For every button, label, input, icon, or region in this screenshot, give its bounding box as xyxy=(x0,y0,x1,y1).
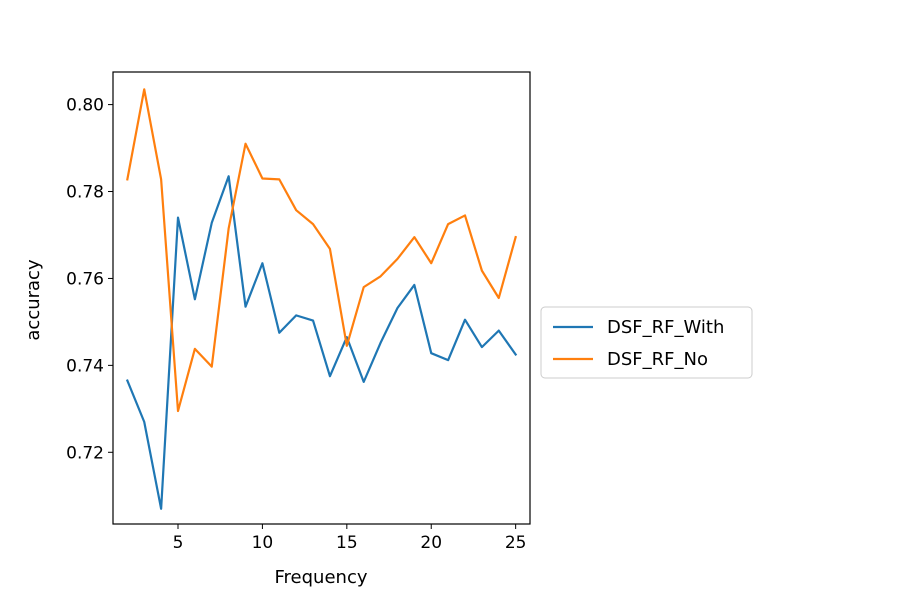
legend: DSF_RF_With DSF_RF_No xyxy=(540,306,753,379)
plot-area xyxy=(125,88,518,510)
series-line-0 xyxy=(125,175,518,510)
x-axis-label: Frequency xyxy=(275,567,368,588)
legend-entry-0: DSF_RF_With xyxy=(607,317,724,338)
x-tick-label: 15 xyxy=(336,533,358,553)
legend-box xyxy=(540,306,753,379)
legend-entry-1: DSF_RF_No xyxy=(607,349,708,370)
series-line-1 xyxy=(126,88,518,413)
x-tick-label: 10 xyxy=(252,533,274,553)
y-axis-label: accuracy xyxy=(23,259,44,341)
axes: 5 10 15 20 25 0.72 0.74 0.76 0.78 0.80 xyxy=(66,71,531,553)
y-tick-label: 0.74 xyxy=(66,356,104,376)
x-tick-label: 5 xyxy=(173,533,184,553)
y-tick-label: 0.80 xyxy=(66,96,104,116)
x-tick-label: 25 xyxy=(505,533,527,553)
plot-frame xyxy=(112,71,531,525)
y-tick-label: 0.78 xyxy=(66,183,104,203)
y-tick-label: 0.72 xyxy=(66,443,104,463)
y-tick-label: 0.76 xyxy=(66,269,104,289)
x-tick-label: 20 xyxy=(420,533,442,553)
